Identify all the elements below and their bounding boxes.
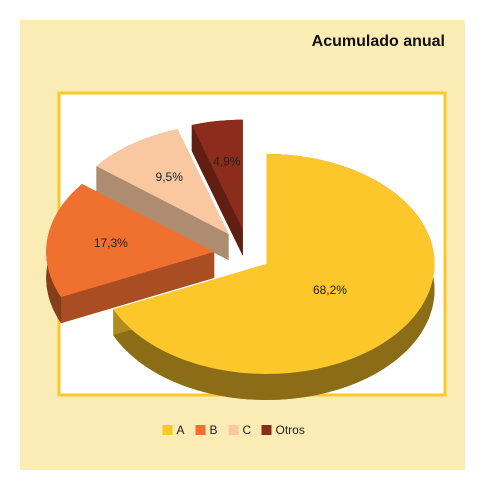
- pie-slice: [46, 184, 215, 298]
- legend-label: Otros: [276, 423, 305, 437]
- slice-face: [96, 166, 229, 261]
- data-label: 68,2%: [313, 283, 347, 297]
- legend-swatch: [162, 425, 173, 435]
- legend-swatch: [261, 425, 272, 435]
- legend-swatch: [195, 425, 206, 435]
- pie-tops: [46, 119, 435, 374]
- slice-face: [61, 251, 215, 324]
- legend-swatch: [228, 425, 239, 435]
- chart-title: Acumulado anual: [312, 33, 445, 50]
- data-label: 4,9%: [213, 155, 241, 169]
- legend-label: A: [177, 423, 185, 437]
- slice-face: [191, 125, 243, 256]
- data-label: 17,3%: [94, 236, 128, 250]
- legend-label: B: [210, 423, 218, 437]
- pie-slice: [191, 119, 243, 230]
- legend: A B C Otros: [162, 423, 305, 437]
- data-label: 9,5%: [156, 170, 184, 184]
- data-labels: 68,2% 17,3% 9,5% 4,9%: [94, 155, 347, 297]
- legend-label: C: [243, 423, 252, 437]
- pie-slice: [96, 129, 229, 235]
- pie-slice: [113, 154, 435, 374]
